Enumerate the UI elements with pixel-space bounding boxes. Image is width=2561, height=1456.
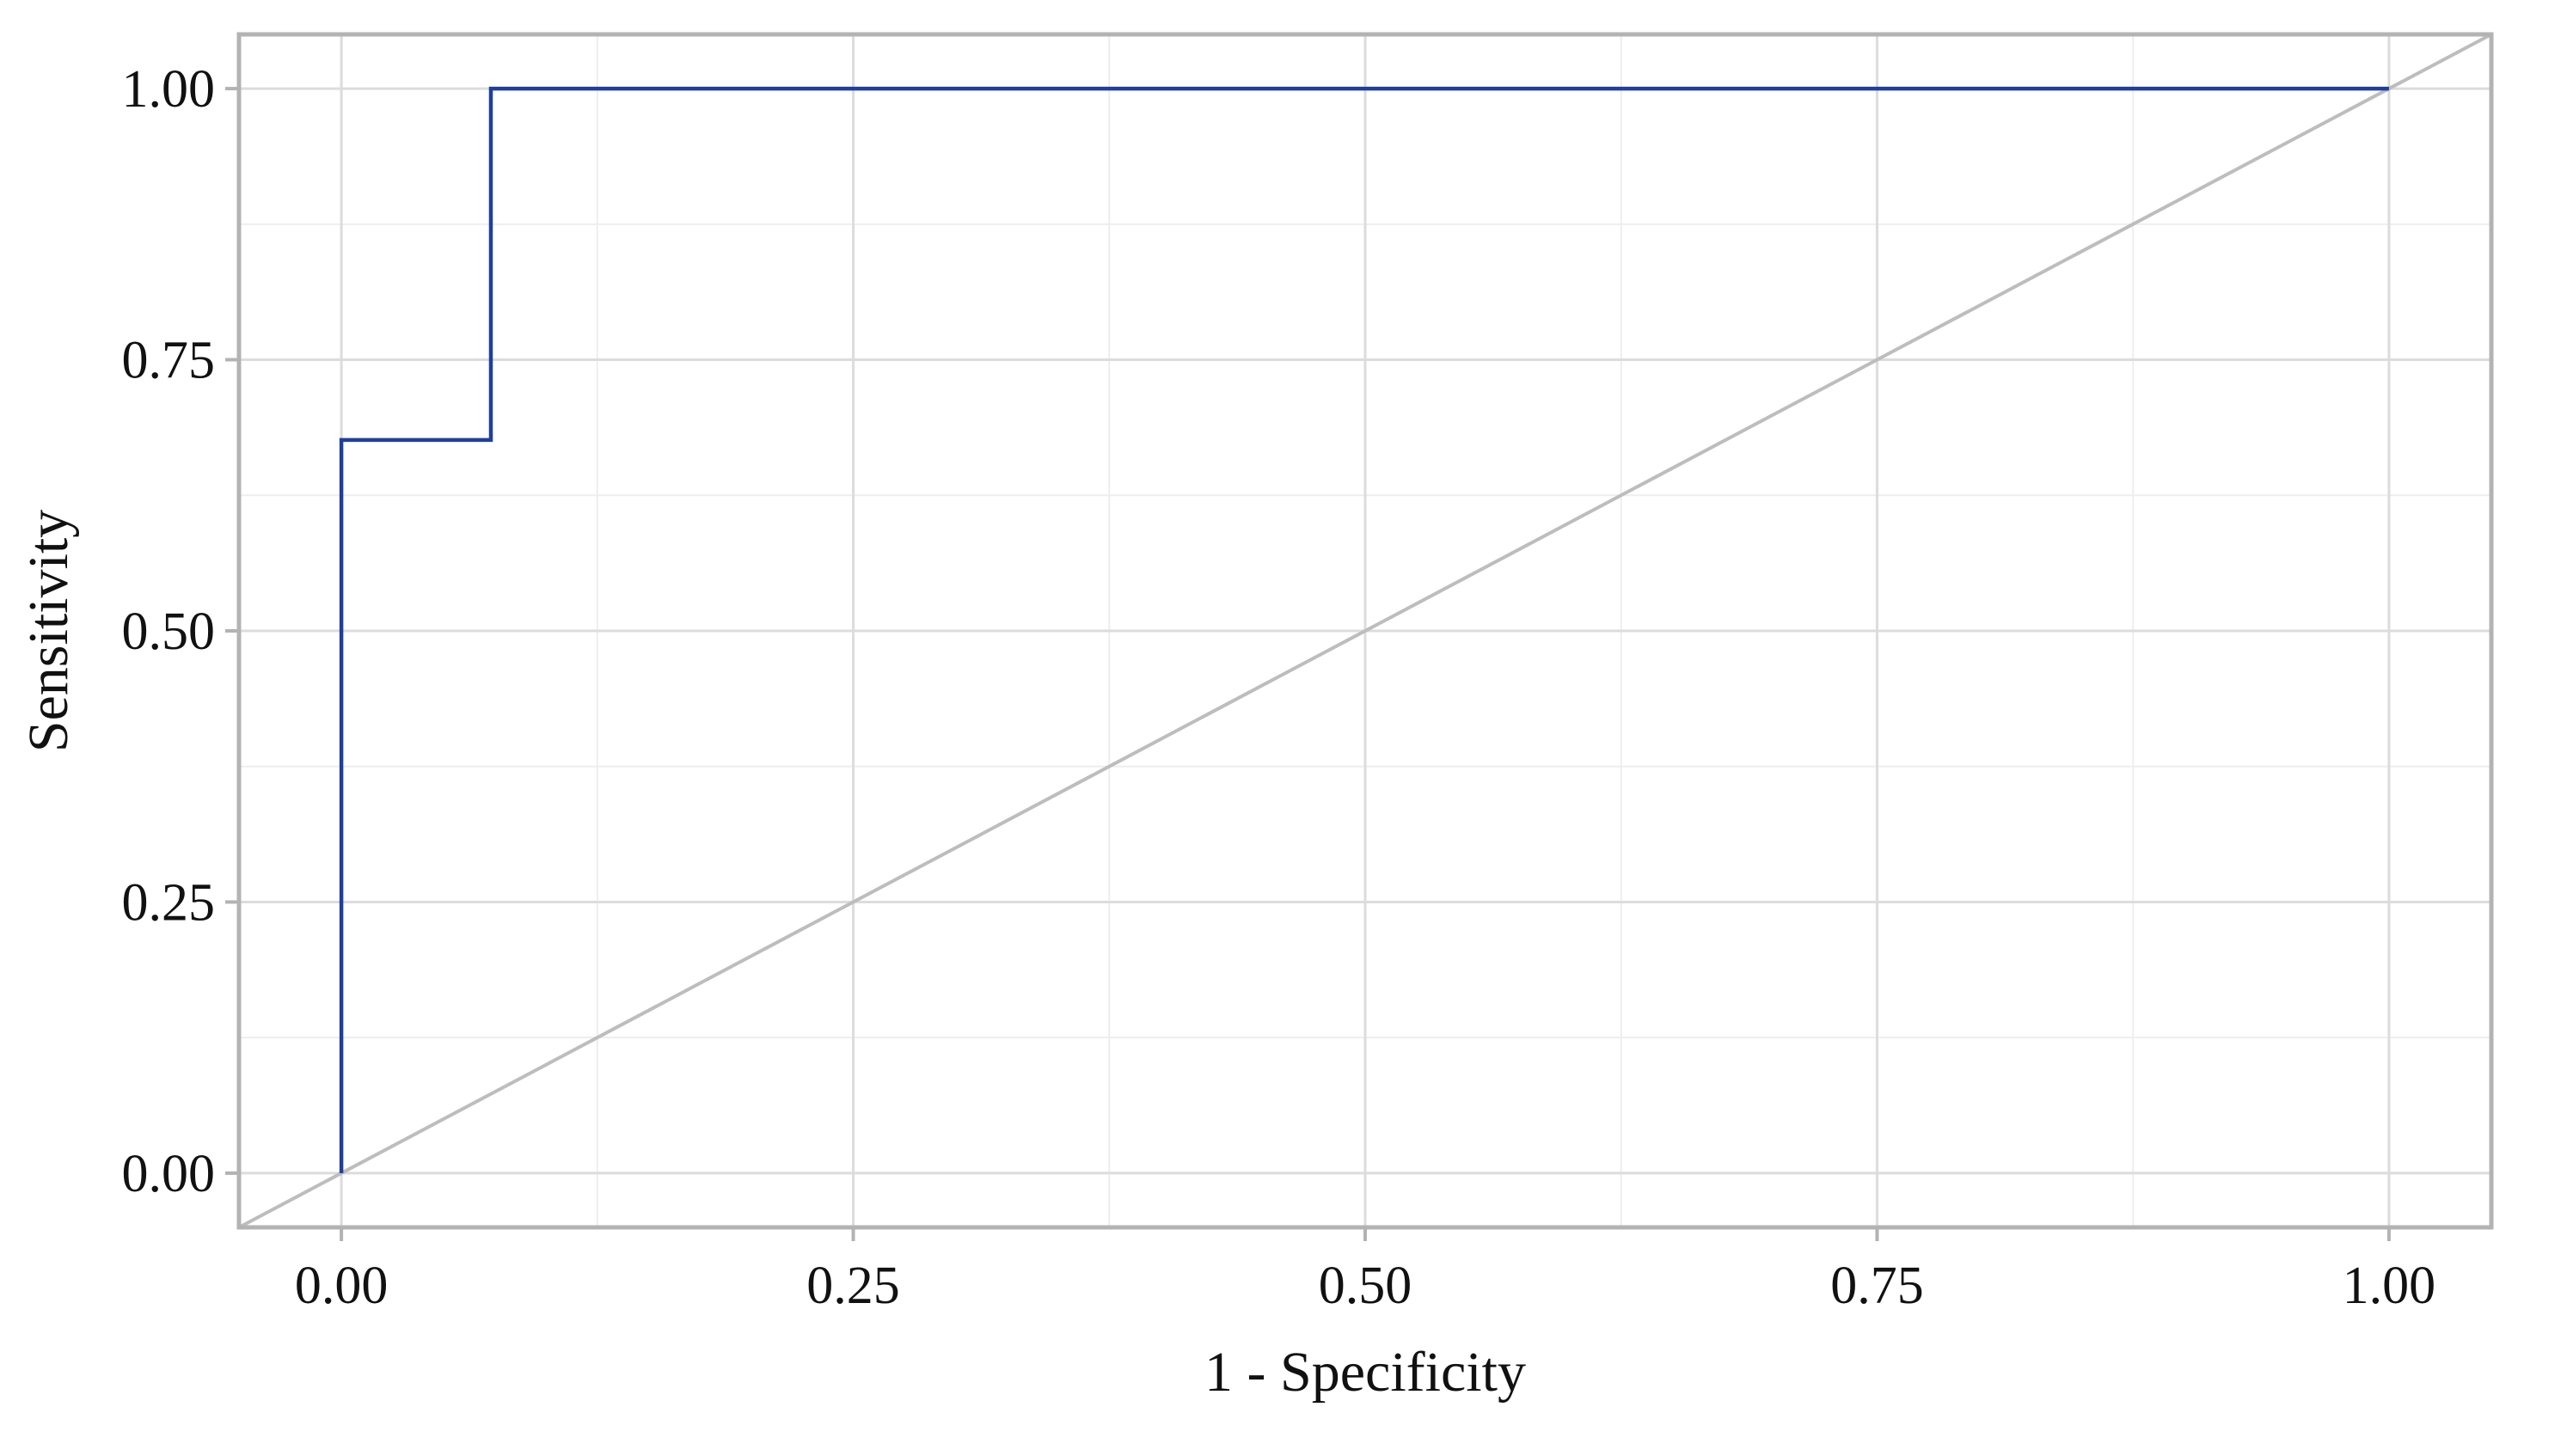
ticks: 0.00 0.25 0.50 0.75 1.00 0.00 0.25 0.50 0.75 1.00 bbox=[122, 60, 2436, 1315]
y-tick-label: 0.75 bbox=[122, 332, 216, 390]
series-layer bbox=[238, 33, 2492, 1229]
y-axis-title: Sensitivity bbox=[17, 510, 80, 752]
reference-diagonal-line bbox=[238, 33, 2492, 1229]
y-tick-label: 1.00 bbox=[122, 60, 216, 119]
x-tick-label: 0.75 bbox=[1830, 1257, 1924, 1315]
x-axis-title: 1 - Specificity bbox=[1204, 1341, 1526, 1404]
y-tick-label: 0.25 bbox=[122, 873, 216, 932]
x-tick-label: 0.50 bbox=[1319, 1257, 1412, 1315]
x-tick-label: 0.00 bbox=[295, 1257, 389, 1315]
roc-curve-line bbox=[339, 86, 2389, 1173]
x-tick-label: 0.25 bbox=[806, 1257, 900, 1315]
y-tick-label: 0.50 bbox=[122, 603, 216, 661]
y-tick-label: 0.00 bbox=[122, 1145, 216, 1203]
x-tick-label: 1.00 bbox=[2343, 1257, 2436, 1315]
